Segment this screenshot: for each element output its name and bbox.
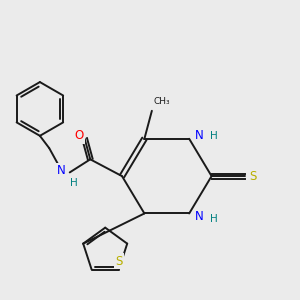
Text: H: H (70, 178, 78, 188)
Text: S: S (250, 169, 257, 183)
Text: H: H (210, 214, 217, 224)
Text: H: H (210, 131, 217, 141)
Text: S: S (116, 254, 123, 268)
Text: N: N (195, 210, 204, 223)
Text: N: N (57, 164, 66, 177)
Text: N: N (195, 129, 204, 142)
Text: CH₃: CH₃ (154, 97, 170, 106)
Text: O: O (74, 129, 84, 142)
